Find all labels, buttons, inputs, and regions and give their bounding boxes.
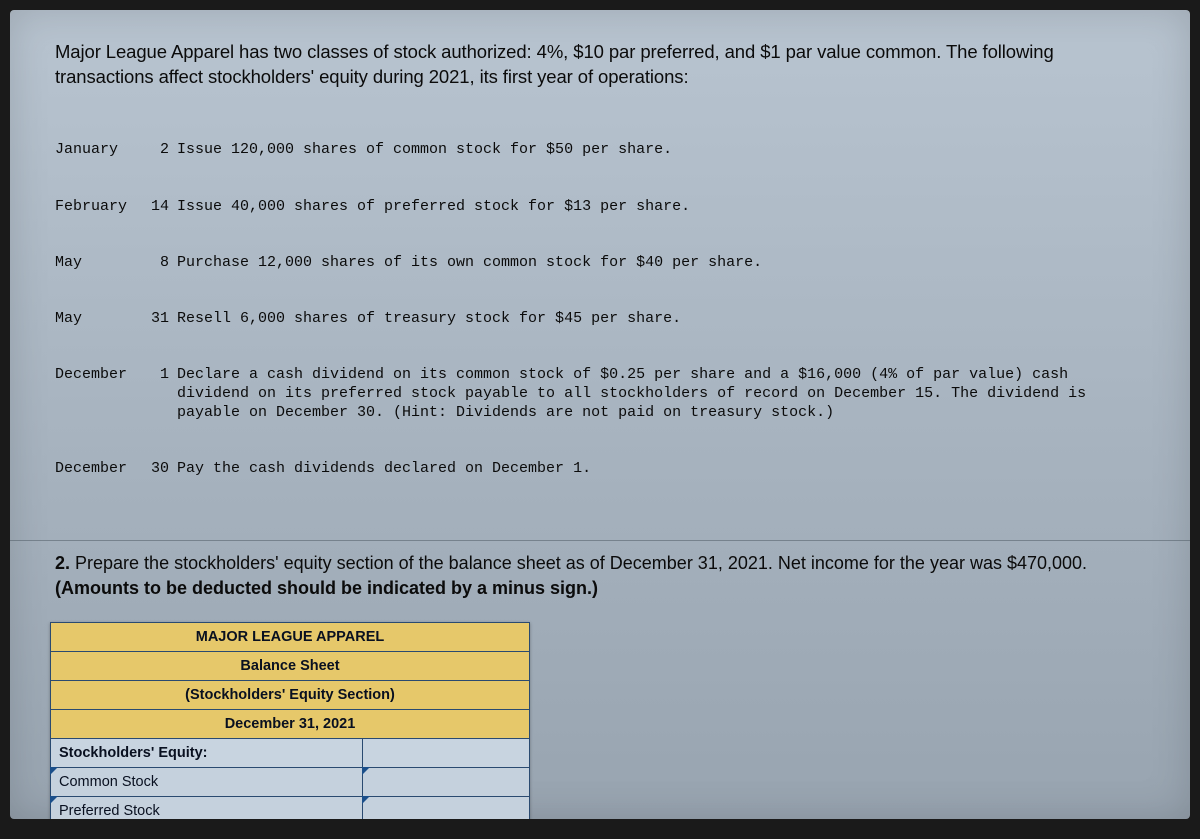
transaction-row: December1Declare a cash dividend on its … (55, 366, 1145, 422)
ws-title-date: December 31, 2021 (51, 710, 530, 739)
ws-title-section: (Stockholders' Equity Section) (51, 681, 530, 710)
ws-row-preferred-stock[interactable]: Preferred Stock (51, 797, 363, 819)
transaction-row: May31Resell 6,000 shares of treasury sto… (55, 310, 1145, 329)
question-number: 2. (55, 553, 70, 573)
ws-input-common-stock[interactable] (363, 768, 530, 797)
ws-input-preferred-stock[interactable] (363, 797, 530, 819)
transactions-list: January2Issue 120,000 shares of common s… (55, 104, 1145, 517)
ws-empty-cell (363, 739, 530, 768)
transaction-row: May8Purchase 12,000 shares of its own co… (55, 254, 1145, 273)
ws-title-statement: Balance Sheet (51, 652, 530, 681)
transaction-row: February14Issue 40,000 shares of preferr… (55, 198, 1145, 217)
transaction-row: January2Issue 120,000 shares of common s… (55, 141, 1145, 160)
section-divider (10, 540, 1190, 541)
question-instruction: (Amounts to be deducted should be indica… (55, 578, 598, 598)
transaction-row: December30Pay the cash dividends declare… (55, 460, 1145, 479)
question-text: 2. Prepare the stockholders' equity sect… (55, 551, 1145, 600)
ws-section-heading: Stockholders' Equity: (51, 739, 363, 768)
ws-row-common-stock[interactable]: Common Stock (51, 768, 363, 797)
balance-sheet-worksheet: MAJOR LEAGUE APPAREL Balance Sheet (Stoc… (50, 622, 530, 819)
problem-intro: Major League Apparel has two classes of … (55, 40, 1145, 90)
ws-title-company: MAJOR LEAGUE APPAREL (51, 623, 530, 652)
